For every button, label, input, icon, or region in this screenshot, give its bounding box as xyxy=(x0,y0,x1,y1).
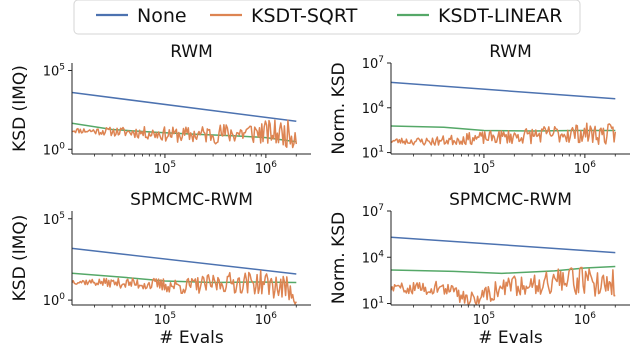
y-tick-label: 105 xyxy=(43,63,65,80)
series-group xyxy=(72,91,298,149)
y-tick-label: 101 xyxy=(362,296,384,313)
y-tick-label: 107 xyxy=(362,203,384,220)
x-tick-label: 105 xyxy=(154,160,176,177)
panel-title: SPMCMC-RWM xyxy=(130,190,253,210)
chart-panels: RWM 105 106 100 105 KSD (IMQ) RWM 105 106 101 104 1… xyxy=(10,42,630,347)
series-line-none xyxy=(391,236,616,254)
legend-entry: KSDT-LINEAR xyxy=(397,5,562,27)
series-line-ksdt-sqrt xyxy=(391,122,617,146)
y-tick-label: 104 xyxy=(362,249,385,266)
y-tick-label: 100 xyxy=(43,292,66,309)
y-tick-label: 107 xyxy=(362,55,384,72)
y-axis-label: KSD (IMQ) xyxy=(10,65,30,152)
legend-label: KSDT-SQRT xyxy=(251,5,358,27)
panel-title: SPMCMC-RWM xyxy=(449,190,572,210)
y-tick-label: 105 xyxy=(43,211,65,228)
x-tick-label: 105 xyxy=(154,311,176,328)
series-line-ksdt-sqrt xyxy=(72,269,297,305)
chart-panel: SPMCMC-RWM 105 106 100 105 KSD (IMQ) # Evals xyxy=(10,190,311,347)
x-tick-label: 106 xyxy=(255,160,278,177)
chart-panel: SPMCMC-RWM 105 106 101 104 107 Norm. KSD # Eval… xyxy=(329,190,630,347)
series-group xyxy=(72,247,297,305)
series-line-none xyxy=(72,91,297,123)
series-line-none xyxy=(72,247,297,275)
x-tick-label: 106 xyxy=(255,311,278,328)
legend: None KSDT-SQRT KSDT-LINEAR xyxy=(73,0,581,35)
x-tick-label: 106 xyxy=(574,311,597,328)
series-line-ksdt-linear xyxy=(391,265,616,275)
legend-entry: None xyxy=(96,5,187,27)
series-line-ksdt-sqrt xyxy=(391,266,616,305)
legend-label: KSDT-LINEAR xyxy=(438,5,562,27)
x-axis-label: # Evals xyxy=(159,328,224,347)
x-tick-label: 106 xyxy=(574,160,597,177)
series-group xyxy=(391,81,617,146)
y-axis-label: Norm. KSD xyxy=(329,212,349,304)
chart-panel: RWM 105 106 100 105 KSD (IMQ) xyxy=(10,42,311,177)
series-line-ksdt-sqrt xyxy=(72,119,298,149)
series-line-none xyxy=(391,81,616,100)
series-line-ksdt-linear xyxy=(391,125,616,132)
y-tick-label: 104 xyxy=(362,100,385,117)
legend-label: None xyxy=(137,5,187,27)
x-axis-label: # Evals xyxy=(478,328,543,347)
panel-title: RWM xyxy=(489,42,532,62)
chart-panel: RWM 105 106 101 104 107 Norm. KSD xyxy=(329,42,630,177)
y-tick-label: 100 xyxy=(43,141,66,158)
y-axis-label: Norm. KSD xyxy=(329,62,349,154)
panel-title: RWM xyxy=(170,42,213,62)
series-group xyxy=(391,236,616,305)
y-axis-label: KSD (IMQ) xyxy=(10,215,30,302)
y-tick-label: 101 xyxy=(362,145,384,162)
legend-entry: KSDT-SQRT xyxy=(210,5,358,27)
legend-frame xyxy=(73,0,581,35)
x-tick-label: 105 xyxy=(473,311,495,328)
x-tick-label: 105 xyxy=(473,160,495,177)
